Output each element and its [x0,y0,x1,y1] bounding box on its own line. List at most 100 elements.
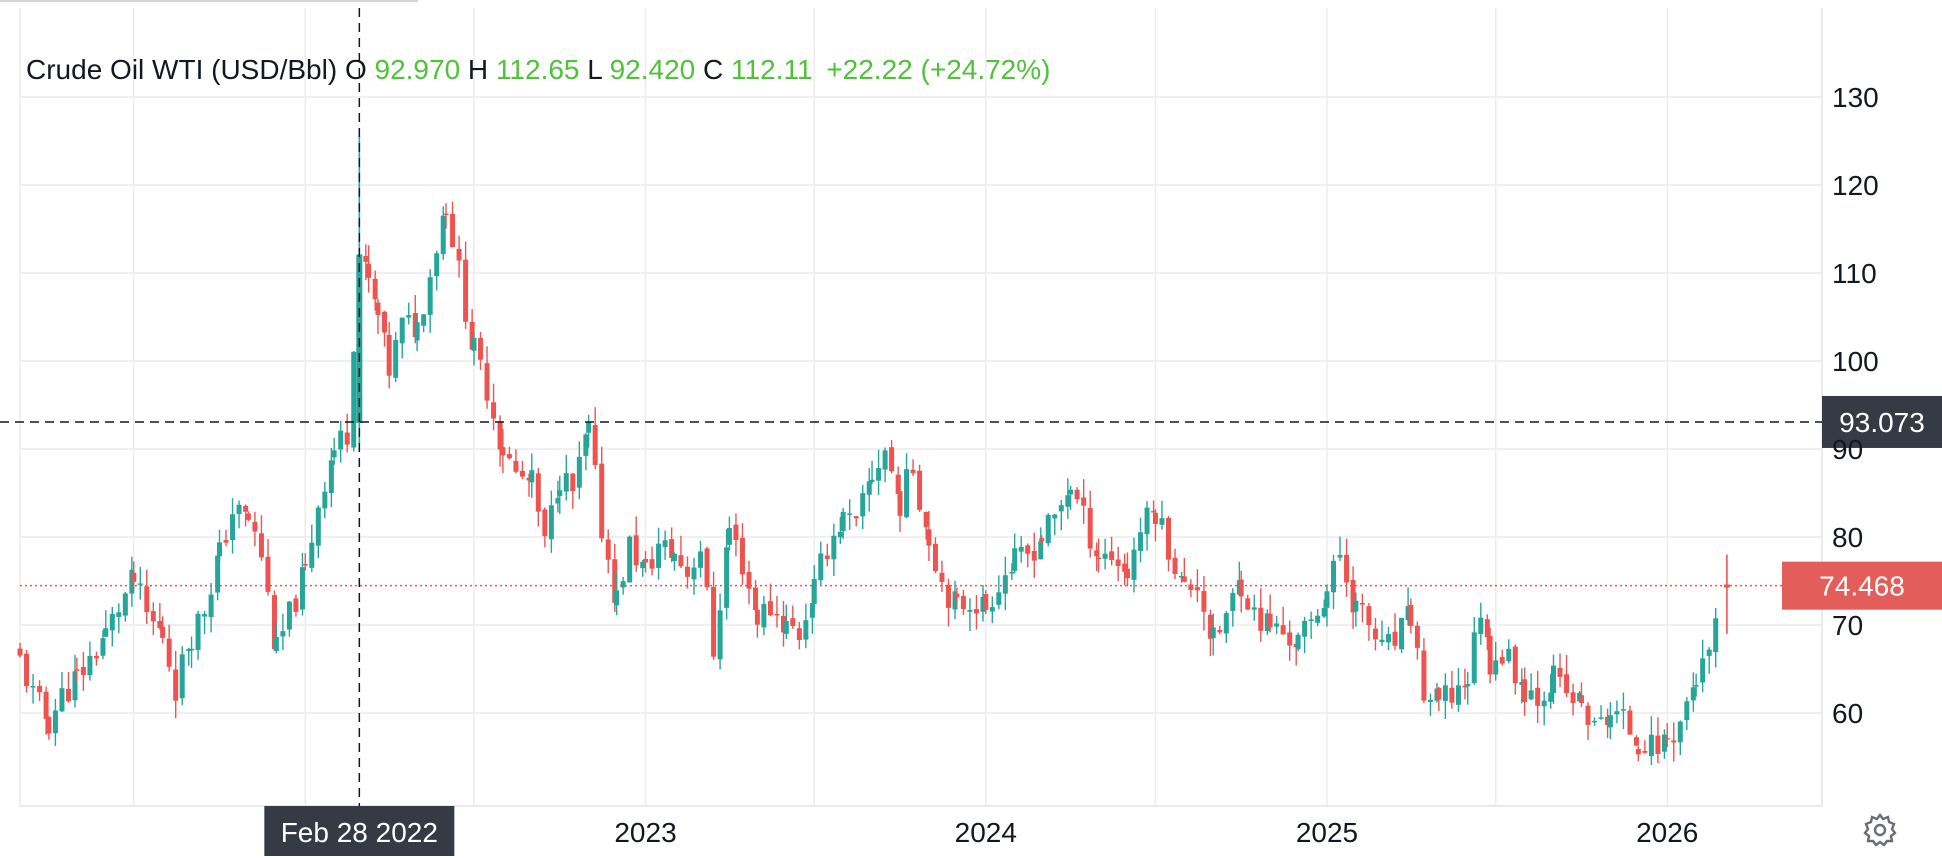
candle-body [1315,615,1321,623]
candle-body [945,584,951,608]
candle-body [1655,735,1661,754]
candle [299,552,305,616]
candle [1386,626,1392,651]
candle-body [103,628,109,637]
candle [1009,563,1015,581]
candle [1081,479,1087,524]
candle-body [399,317,405,344]
y-tick-label: 80 [1832,522,1863,553]
candle-body [471,338,477,351]
candle-body [1094,550,1100,557]
candle [570,472,576,509]
candle [1627,705,1633,735]
candle [434,250,440,291]
candle [847,499,853,530]
candle-body [1442,685,1448,701]
candle-body [1607,715,1613,728]
candle [739,523,745,585]
x-tick-label: 2026 [1636,817,1698,848]
candle [717,593,723,670]
candle-body [230,514,236,541]
candle-body [59,688,65,712]
candle [960,589,966,615]
candle-body [1223,613,1229,634]
candle [1350,566,1356,630]
candle-body [1408,604,1414,627]
candle [1633,735,1639,747]
candle [1405,587,1411,626]
candle-body [469,321,475,350]
candle-body [612,559,618,603]
candle-body [824,555,830,560]
candle-body [150,611,156,622]
candle-body [273,636,279,652]
candle-body [1564,674,1570,694]
candle [513,449,519,474]
candle [954,587,960,605]
candle [1548,674,1554,709]
candle-body [93,655,99,659]
candle-body [1353,600,1359,612]
candle [1427,693,1433,717]
candle-body [440,215,446,255]
candle-body [427,277,433,315]
candle [1421,638,1427,703]
candle-body [860,493,866,517]
candle-body [1012,548,1018,571]
candle [983,590,989,615]
candle [1442,673,1448,720]
candle-body [1152,512,1158,524]
candle [1414,621,1420,660]
candle-body [1159,518,1165,525]
candle [309,524,315,573]
candle [1471,616,1477,685]
candle [1607,702,1613,740]
candle-body [37,685,43,693]
grid [19,8,1823,807]
candle-body [381,311,387,333]
candle-body [592,425,598,465]
gear-icon[interactable] [1862,812,1898,848]
x-axis: 2023 2024 2025 2026 [614,817,1698,848]
candle-body [80,666,86,676]
candle [500,429,506,474]
candle-body [366,263,372,278]
candle-body [1230,592,1236,611]
candle-body [548,505,554,540]
candle-body [271,595,277,650]
candle-body [223,539,229,543]
candle-body [1115,559,1121,567]
candle-body [491,402,497,419]
candle-body [1455,685,1461,705]
candle [704,546,710,591]
candle-body [910,469,916,474]
close-label: C [703,54,724,85]
candle [386,322,392,389]
candle [150,602,156,636]
crosshair-date-label-bg [264,806,455,856]
candle [711,571,717,660]
candle-body [1471,632,1477,683]
candle [1194,569,1200,603]
candle [669,527,675,563]
candle [243,504,249,527]
candle-body [87,655,93,676]
candle [72,654,78,708]
candle-body [322,491,328,509]
candle [599,446,605,543]
candle-body [1321,608,1327,617]
candle-body [24,653,30,687]
candle-body [72,671,78,701]
candle [1207,609,1213,657]
candle [1287,620,1293,661]
candle-body [627,536,633,583]
crosshair-date-label: Feb 28 2022 [281,817,438,848]
candle-body [1392,631,1398,646]
candle-body [1684,701,1690,721]
candle-body [526,477,532,481]
candle-body [443,213,449,215]
candle [1478,602,1484,645]
candle-body [1399,617,1405,650]
candle-body [774,613,780,616]
